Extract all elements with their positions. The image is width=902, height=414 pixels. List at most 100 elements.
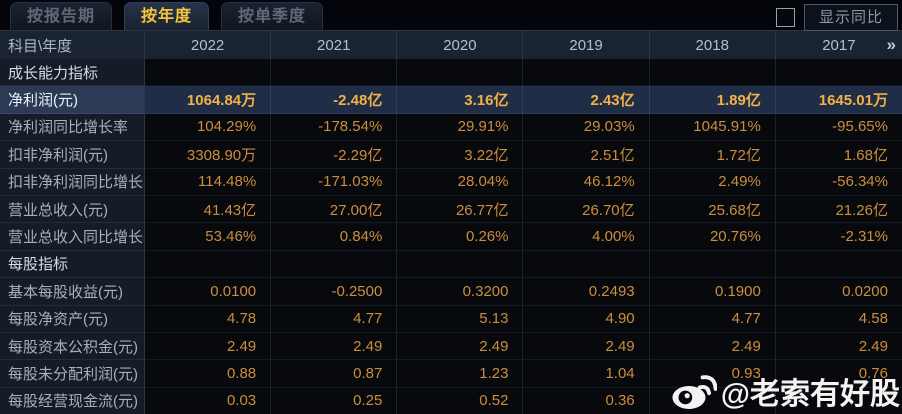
value-cell (775, 387, 902, 414)
value-cell: 0.87 (271, 360, 398, 388)
value-cell: 2.49% (649, 168, 776, 196)
year-label: 2022 (190, 36, 225, 54)
value-cell: 3.16亿 (397, 86, 524, 114)
year-label: 2021 (317, 36, 351, 54)
value-cell (523, 250, 650, 279)
value-cell (523, 59, 650, 87)
value-cell: 4.78 (145, 305, 272, 333)
value-cell: 3308.90万 (145, 141, 272, 169)
value-cell (649, 250, 776, 279)
row-label: 扣非净利润(元) (0, 141, 145, 169)
value-cell: 0.0100 (145, 278, 272, 306)
value-cell: 2.49 (397, 332, 524, 361)
value-cell (649, 59, 776, 87)
year-header: 2022 (145, 31, 272, 59)
value-cell: 1064.84万 (145, 86, 272, 114)
tab-single-quarter[interactable]: 按单季度 (221, 2, 324, 30)
value-cell: 5.13 (397, 305, 524, 333)
show-yoy-control: 显示同比 (775, 4, 898, 31)
table-header-row: 科目\年度 2022 2021 2020 2019 2018 2017 » (0, 30, 902, 59)
year-header: 2018 (650, 31, 776, 59)
row-label: 每股资本公积金(元) (0, 332, 145, 361)
value-cell: 114.48% (145, 168, 272, 196)
value-cell (271, 250, 398, 279)
value-cell: 46.12% (523, 168, 650, 196)
data-row[interactable]: 每股未分配利润(元) 0.88 0.87 1.23 1.04 0.93 0.76 (0, 360, 902, 388)
value-cell: 20.76% (649, 223, 776, 251)
data-row[interactable]: 净利润(元) 1064.84万 -2.48亿 3.16亿 2.43亿 1.89亿 1645.… (0, 86, 902, 114)
year-header: 2021 (271, 31, 398, 59)
row-label: 每股指标 (0, 250, 145, 279)
row-label: 营业总收入(元) (0, 195, 145, 224)
value-cell: 104.29% (145, 113, 272, 142)
tab-annual[interactable]: 按年度 (124, 2, 210, 30)
value-cell: 2.49 (523, 332, 650, 361)
value-cell: -178.54% (271, 113, 398, 142)
data-row[interactable]: 营业总收入(元) 41.43亿 27.00亿 26.77亿 26.70亿 25.68亿 21… (0, 195, 902, 224)
data-row[interactable]: 营业总收入同比增长率 53.46% 0.84% 0.26% 4.00% 20.76% -2.… (0, 223, 902, 251)
value-cell: -171.03% (271, 168, 398, 196)
value-cell (649, 387, 776, 414)
data-row[interactable]: 每股经营现金流(元) 0.03 0.25 0.52 0.36 (0, 387, 902, 414)
value-cell: 4.77 (649, 305, 776, 333)
row-label: 每股经营现金流(元) (0, 387, 145, 414)
value-cell: 25.68亿 (649, 195, 776, 224)
value-cell: 0.1900 (649, 278, 776, 306)
year-label: 2019 (569, 36, 603, 54)
value-cell: 0.3200 (397, 278, 524, 306)
value-cell: 1.89亿 (649, 86, 776, 114)
year-label: 2017 (822, 36, 856, 54)
data-row[interactable]: 扣非净利润(元) 3308.90万 -2.29亿 3.22亿 2.51亿 1.72亿 1.6… (0, 141, 902, 169)
value-cell: 26.77亿 (397, 195, 524, 224)
value-cell: -2.48亿 (271, 86, 398, 114)
value-cell (775, 59, 902, 87)
value-cell: 0.76 (775, 360, 902, 388)
value-cell: 0.84% (271, 223, 398, 251)
row-label: 净利润同比增长率 (0, 113, 145, 142)
value-cell: 27.00亿 (271, 195, 398, 224)
value-cell: 28.04% (397, 168, 524, 196)
row-label: 每股净资产(元) (0, 305, 145, 333)
row-label: 基本每股收益(元) (0, 278, 145, 306)
value-cell: -0.2500 (271, 278, 398, 306)
value-cell: 0.52 (397, 387, 524, 414)
row-label: 净利润(元) (0, 86, 145, 114)
value-cell: 0.26% (397, 223, 524, 251)
value-cell: 2.49 (145, 332, 272, 361)
data-row[interactable]: 每股净资产(元) 4.78 4.77 5.13 4.90 4.77 4.58 (0, 305, 902, 333)
value-cell: 41.43亿 (145, 195, 272, 224)
value-cell (397, 59, 524, 87)
value-cell: 4.90 (523, 305, 650, 333)
tab-report-period[interactable]: 按报告期 (10, 2, 113, 30)
value-cell: 4.00% (523, 223, 650, 251)
data-row[interactable]: 每股资本公积金(元) 2.49 2.49 2.49 2.49 2.49 2.49 (0, 332, 902, 361)
value-cell: 0.0200 (775, 278, 902, 306)
row-label: 扣非净利润同比增长率 (0, 168, 145, 196)
show-yoy-label[interactable]: 显示同比 (803, 4, 898, 31)
value-cell: -2.29亿 (271, 141, 398, 169)
value-cell: 29.91% (397, 113, 524, 142)
value-cell: 3.22亿 (397, 141, 524, 169)
data-row[interactable]: 基本每股收益(元) 0.0100 -0.2500 0.3200 0.2493 0.1900… (0, 278, 902, 306)
data-row[interactable]: 净利润同比增长率 104.29% -178.54% 29.91% 29.03% 1045.… (0, 113, 902, 142)
value-cell: 2.49 (775, 332, 902, 361)
value-cell: 1.72亿 (649, 141, 776, 169)
value-cell: 29.03% (523, 113, 650, 142)
year-header: 2020 (397, 31, 524, 59)
value-cell (271, 59, 398, 87)
year-header: 2019 (523, 31, 650, 59)
value-cell: 21.26亿 (775, 195, 902, 224)
section-row[interactable]: 每股指标 (0, 250, 902, 279)
show-yoy-checkbox[interactable] (775, 8, 795, 27)
data-row[interactable]: 扣非净利润同比增长率 114.48% -171.03% 28.04% 46.12% 2.4… (0, 168, 902, 196)
row-label: 营业总收入同比增长率 (0, 223, 145, 251)
section-row[interactable]: 成长能力指标 (0, 59, 902, 87)
value-cell: 0.93 (649, 360, 776, 388)
value-cell: 2.49 (271, 332, 398, 361)
value-cell: 26.70亿 (523, 195, 650, 224)
value-cell (145, 59, 272, 87)
more-columns-icon[interactable]: » (886, 35, 896, 54)
table-body: 成长能力指标 净利润(元) 1064.84万 -2.48亿 3.16亿 2.43亿 1.89… (0, 59, 902, 414)
value-cell: 4.77 (271, 305, 398, 333)
value-cell: 1.04 (523, 360, 650, 388)
